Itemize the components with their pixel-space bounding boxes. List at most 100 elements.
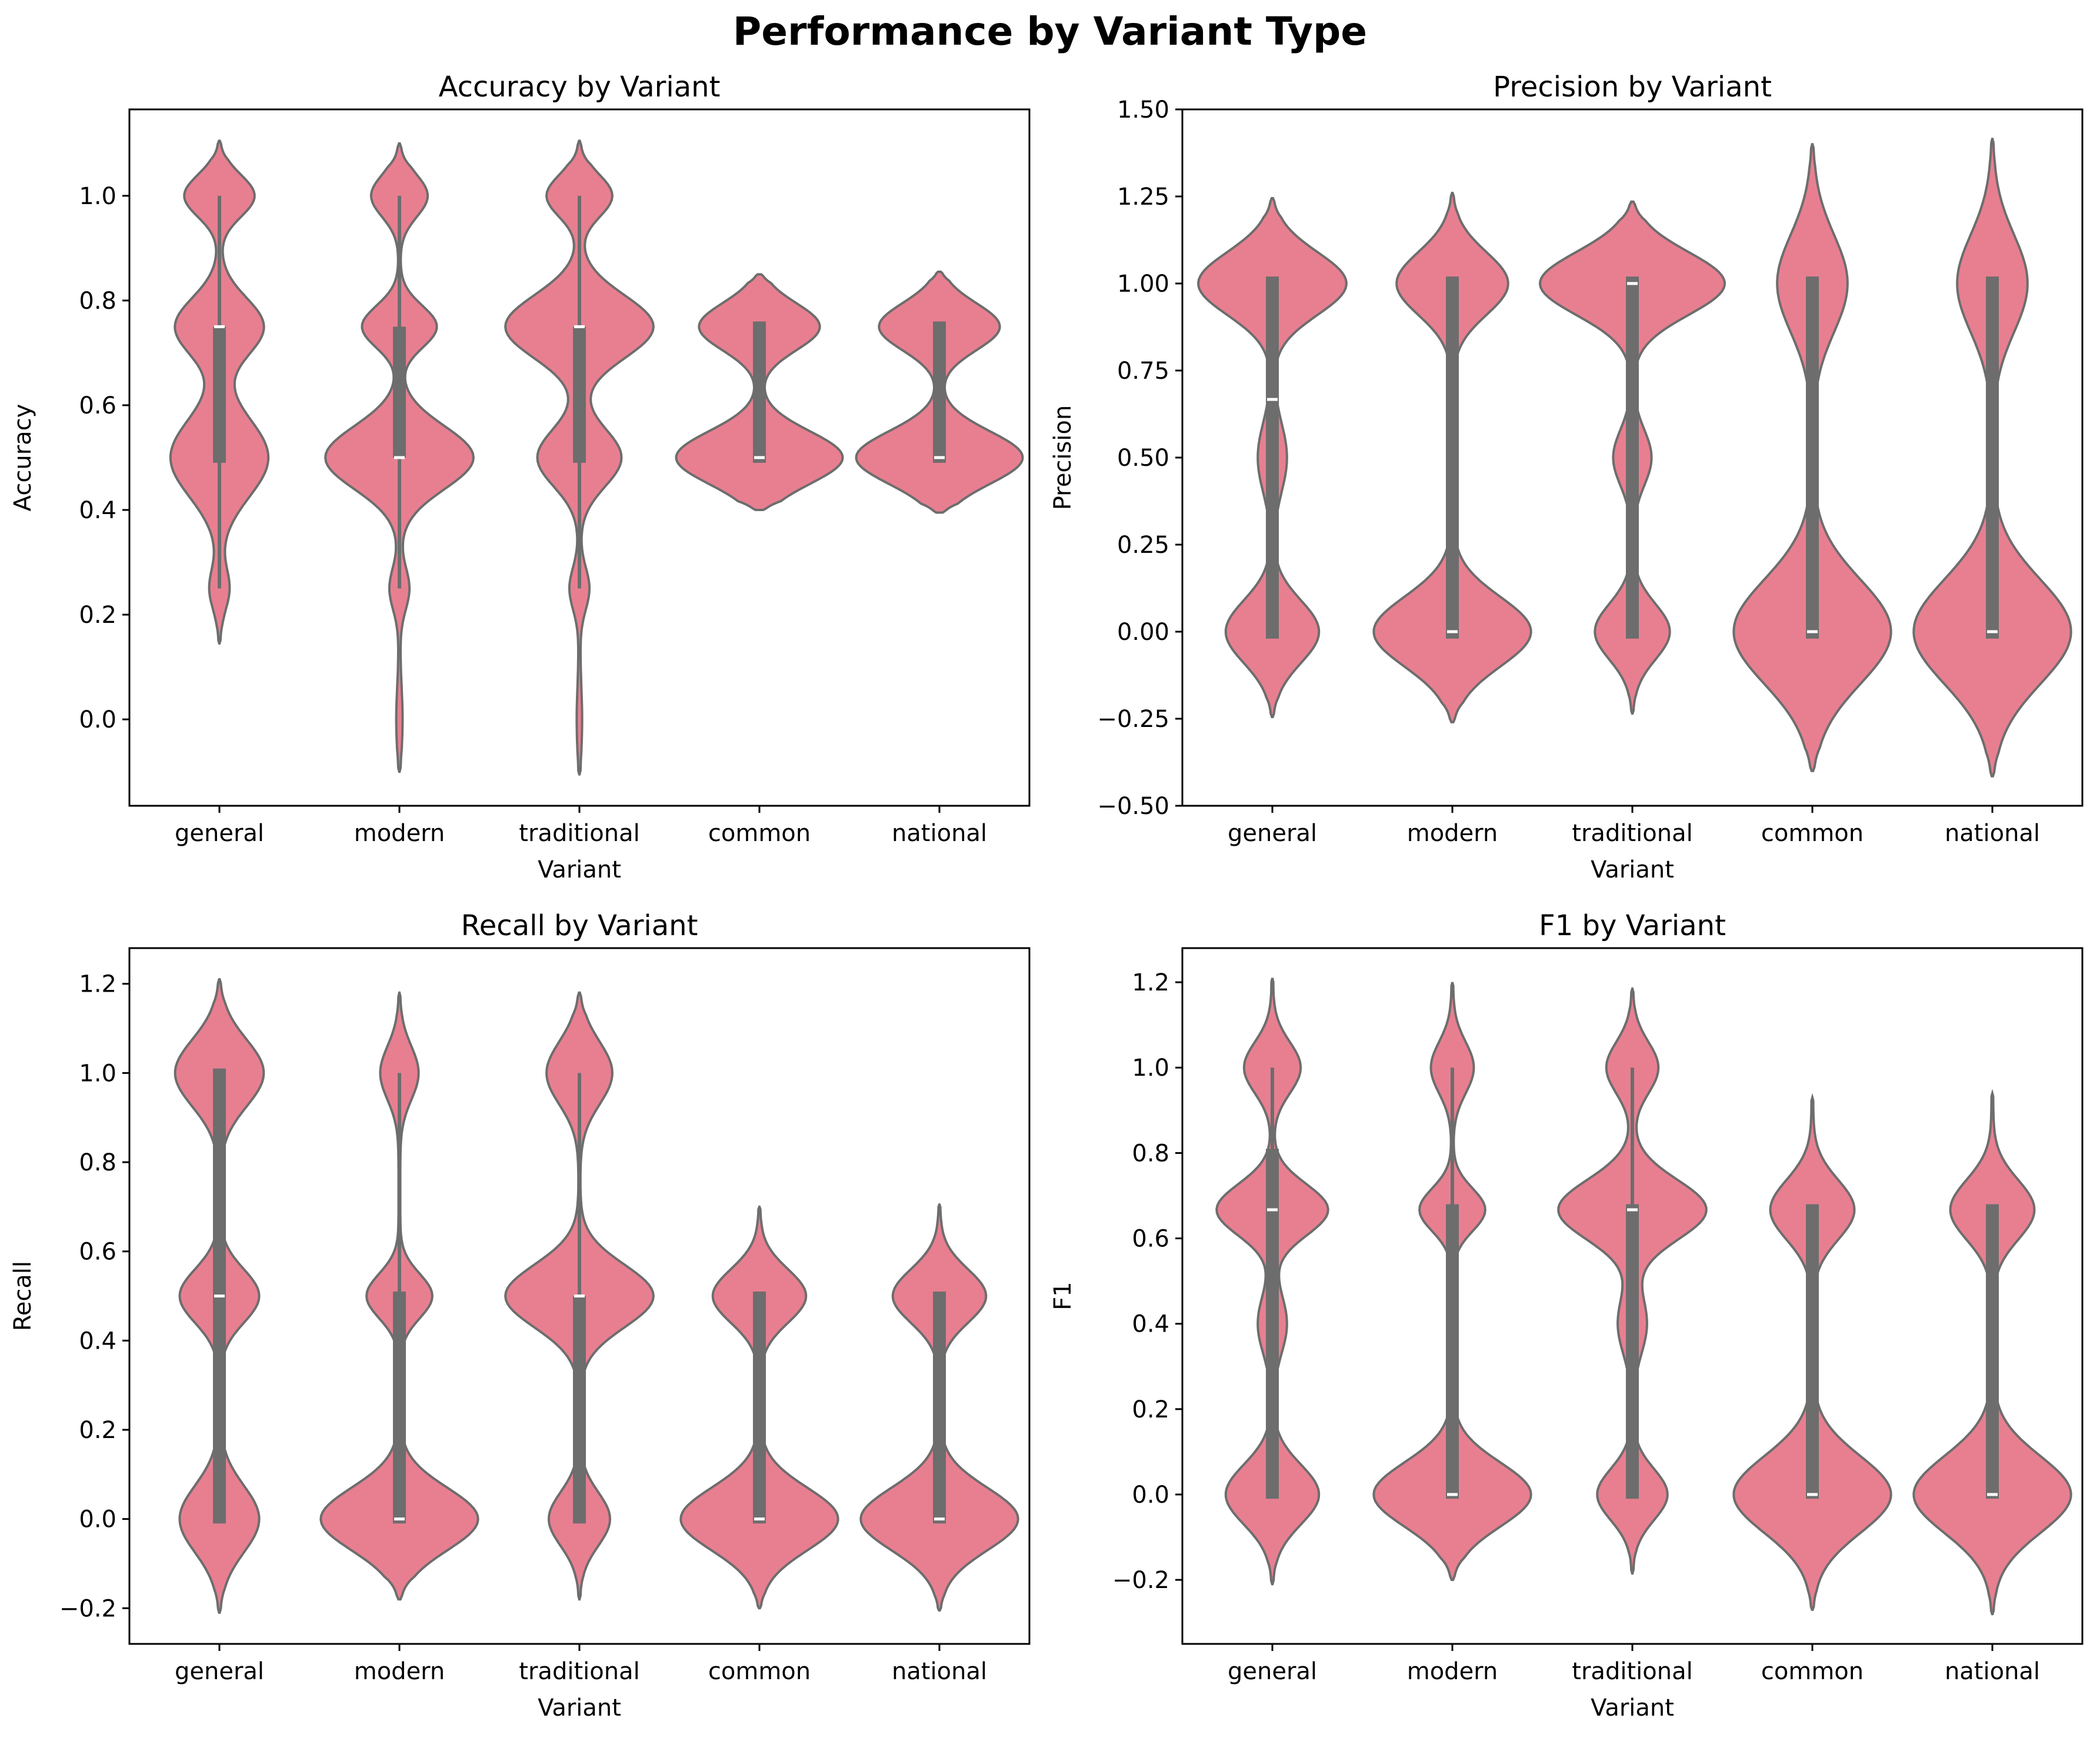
y-tick-label: 1.50: [1117, 96, 1169, 124]
y-tick-label: 0.2: [1132, 1396, 1169, 1423]
x-tick-label: general: [1228, 1658, 1317, 1685]
violin-iqr-box: [933, 1291, 946, 1524]
violin-iqr-box: [213, 326, 226, 463]
violin-iqr-box: [753, 321, 766, 463]
y-tick-label: 0.2: [79, 602, 116, 629]
violin-national: [1912, 138, 2072, 778]
x-tick-label: common: [1761, 820, 1864, 847]
violin-iqr-box: [1986, 276, 1999, 639]
violin-iqr-box: [393, 1291, 406, 1524]
violin-national: [859, 1203, 1019, 1612]
y-tick-label: 0.6: [1132, 1226, 1169, 1253]
violin-iqr-box: [1446, 1204, 1459, 1499]
y-axis-label: F1: [1049, 1282, 1076, 1310]
y-tick-label: 1.0: [79, 183, 116, 210]
violin-traditional: [1539, 200, 1726, 715]
x-tick-label: national: [892, 1658, 987, 1685]
violin-common: [1732, 1093, 1892, 1611]
y-tick-label: 0.25: [1117, 532, 1169, 559]
violin-national: [855, 271, 1024, 514]
x-tick-label: general: [175, 820, 264, 847]
y-tick-label: 1.00: [1117, 271, 1169, 298]
x-tick-label: general: [175, 1658, 264, 1685]
violin-iqr-box: [1266, 276, 1279, 639]
violin-modern: [324, 142, 475, 773]
y-axis-label: Accuracy: [9, 404, 36, 512]
y-tick-label: 1.2: [79, 971, 116, 998]
y-axis-label: Recall: [9, 1261, 36, 1331]
x-tick-label: modern: [1407, 1658, 1498, 1685]
violin-traditional: [504, 139, 655, 776]
x-tick-label: traditional: [1572, 1658, 1692, 1685]
y-tick-label: 0.2: [79, 1417, 116, 1444]
x-tick-label: national: [1945, 820, 2040, 847]
violin-iqr-box: [573, 326, 586, 463]
subplots: 0.0 0.2 0.4 0.6 0.8 1.0 general modern tradition…: [9, 71, 2084, 1722]
violin-iqr-box: [753, 1291, 766, 1524]
x-axis-label: Variant: [538, 856, 621, 883]
y-tick-label: 1.25: [1117, 184, 1169, 211]
violin-iqr-box: [393, 326, 406, 458]
y-tick-label: 1.0: [1132, 1055, 1169, 1082]
violin-traditional: [504, 991, 655, 1601]
x-tick-label: common: [1761, 1658, 1864, 1685]
y-tick-label: −0.2: [1112, 1567, 1169, 1594]
y-tick-label: 0.0: [1132, 1482, 1169, 1509]
y-tick-label: 0.8: [1132, 1140, 1169, 1167]
y-tick-label: 0.4: [79, 1327, 116, 1355]
violin-modern: [1372, 982, 1532, 1582]
x-tick-label: general: [1228, 820, 1317, 847]
subplot-accuracy: 0.0 0.2 0.4 0.6 0.8 1.0 general modern tradition…: [9, 71, 1031, 883]
violin-common: [1732, 143, 1892, 772]
x-axis-label: Variant: [538, 1694, 621, 1722]
subplot-precision: −0.50 −0.25 0.00 0.25 0.50 0.75 1.00 1.25 1.50 ge…: [1049, 71, 2084, 883]
y-tick-label: 0.8: [79, 1149, 116, 1176]
x-tick-label: common: [708, 1658, 811, 1685]
x-tick-label: modern: [354, 1658, 445, 1685]
violin-iqr-box: [1806, 1204, 1819, 1499]
figure-title: Performance by Variant Type: [733, 9, 1367, 54]
y-axis-label: Precision: [1049, 405, 1076, 510]
y-tick-label: 0.00: [1117, 619, 1169, 646]
y-tick-label: 0.75: [1117, 358, 1169, 385]
subplot-f1: −0.2 0.0 0.2 0.4 0.6 0.8 1.0 1.2 general modern tr…: [1049, 909, 2084, 1722]
subplot-title: Recall by Variant: [461, 909, 698, 942]
y-tick-label: 0.0: [79, 1506, 116, 1533]
violin-national: [1912, 1089, 2072, 1616]
violin-iqr-box: [1806, 276, 1819, 639]
y-tick-label: 0.4: [1132, 1311, 1169, 1338]
violin-iqr-box: [1446, 276, 1459, 639]
y-tick-label: 0.4: [79, 497, 116, 524]
x-tick-label: national: [1945, 1658, 2040, 1685]
x-axis-label: Variant: [1591, 856, 1674, 883]
x-tick-label: modern: [1407, 820, 1498, 847]
violin-general: [1197, 197, 1348, 718]
y-tick-label: 1.2: [1132, 969, 1169, 996]
violin-iqr-box: [1266, 1149, 1279, 1499]
y-tick-label: 0.50: [1117, 445, 1169, 472]
violin-common: [675, 273, 844, 511]
subplot-title: Accuracy by Variant: [439, 71, 721, 104]
violin-general: [169, 139, 270, 645]
x-tick-label: traditional: [519, 1658, 639, 1685]
violin-iqr-box: [573, 1296, 586, 1524]
y-tick-label: −0.50: [1097, 793, 1169, 820]
violin-traditional: [1557, 987, 1708, 1575]
violin-iqr-box: [1626, 276, 1639, 639]
x-tick-label: national: [892, 820, 987, 847]
y-tick-label: 0.6: [79, 392, 116, 419]
y-tick-label: 0.0: [79, 706, 116, 733]
violin-iqr-box: [1626, 1204, 1639, 1499]
subplot-title: F1 by Variant: [1539, 909, 1726, 942]
y-tick-label: 0.6: [79, 1239, 116, 1266]
y-tick-label: −0.2: [59, 1595, 116, 1622]
x-tick-label: modern: [354, 820, 445, 847]
x-axis-label: Variant: [1591, 1694, 1674, 1722]
violin-modern: [319, 991, 479, 1601]
subplot-title: Precision by Variant: [1493, 71, 1772, 104]
x-tick-label: traditional: [1572, 820, 1692, 847]
violin-general: [1215, 978, 1329, 1586]
violin-common: [679, 1205, 839, 1610]
y-tick-label: 1.0: [79, 1060, 116, 1087]
